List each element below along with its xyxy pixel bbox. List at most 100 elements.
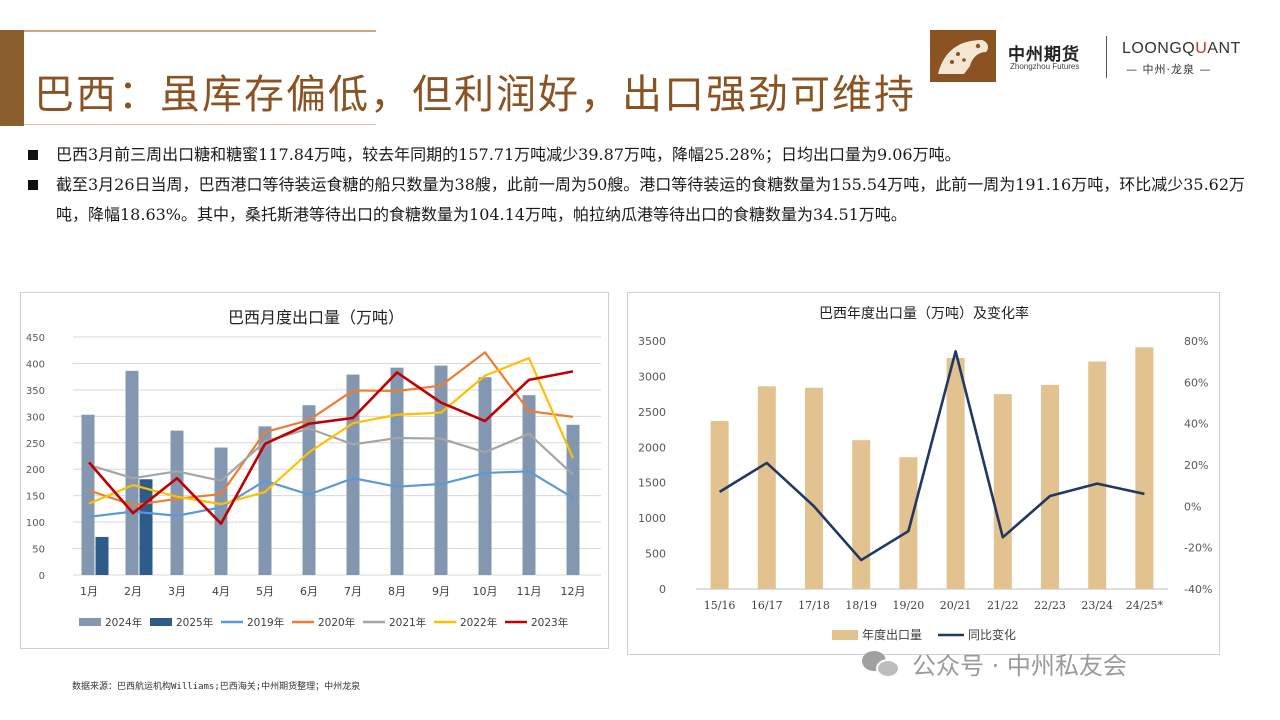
x-tick-label: 10月 (473, 585, 498, 598)
bar-annual-export (993, 394, 1012, 589)
x-tick-label: 6月 (300, 585, 318, 598)
y-tick-label: 0 (39, 571, 45, 582)
annual-export-chart-svg: 巴西年度出口量（万吨）及变化率 0 500 1000 1500 2000 2500 3000 3… (638, 305, 1212, 642)
legend-label: 2023年 (531, 616, 568, 629)
bar-2024 (170, 430, 184, 575)
x-tick-label: 12月 (561, 585, 586, 598)
y2-tick-label: -40% (1184, 583, 1212, 596)
y-tick-label: 250 (26, 439, 45, 450)
line-yoy-change (718, 350, 1145, 562)
bar-annual-export (946, 358, 965, 589)
logo-en: Zhongzhou Futures (1010, 62, 1080, 71)
chart-title: 巴西月度出口量（万吨） (228, 308, 404, 327)
wechat-icon (862, 649, 902, 679)
y-tick-label: 0 (659, 583, 666, 596)
bar-2024 (214, 447, 228, 575)
x-tick-label: 18/19 (845, 599, 877, 612)
bar-2024 (566, 424, 580, 575)
bullet-item: 巴西3月前三周出口糖和糖蜜117.84万吨，较去年同期的157.71万吨减少39… (24, 140, 1264, 170)
bar-annual-export (1135, 347, 1154, 589)
x-tick-label: 2月 (124, 585, 142, 598)
y-tick-label: 350 (26, 386, 45, 397)
line-series-2019年 (88, 470, 574, 518)
lq-prefix: LOONGQ (1122, 40, 1196, 57)
bar-2025 (139, 479, 153, 575)
x-tick-label: 1月 (80, 585, 98, 598)
x-tick-label: 9月 (432, 585, 450, 598)
y-tick-label: 1000 (638, 512, 666, 525)
legend-label: 2019年 (247, 616, 284, 629)
bar-annual-export (1088, 361, 1107, 589)
bar-2025 (95, 536, 109, 575)
page-title: 巴西：虽库存偏低，但利润好，出口强劲可维持 (34, 72, 916, 118)
bullet-list: 巴西3月前三周出口糖和糖蜜117.84万吨，较去年同期的157.71万吨减少39… (24, 140, 1264, 230)
x-tick-label: 3月 (168, 585, 186, 598)
y2-tick-label: 40% (1184, 418, 1208, 431)
bullet-text: 巴西3月前三周出口糖和糖蜜117.84万吨，较去年同期的157.71万吨减少39… (56, 145, 961, 164)
legend-label: 2025年 (176, 616, 213, 629)
bullet-square-icon (28, 150, 38, 160)
bar-annual-export (757, 386, 776, 589)
y-tick-label: 400 (26, 359, 45, 370)
line-series-2021年 (88, 427, 574, 482)
x-tick-label: 11月 (517, 585, 542, 598)
bar-2024 (522, 395, 536, 575)
bullet-text: 截至3月26日当周，巴西港口等待装运食糖的船只数量为38艘，此前一周为50艘。港… (56, 175, 1246, 224)
logo-divider (1106, 36, 1107, 78)
x-tick-label: 4月 (212, 585, 230, 598)
x-tick-label: 7月 (344, 585, 362, 598)
bar-2024 (346, 374, 360, 575)
lq-suffix: ANT (1207, 40, 1241, 57)
x-tick-label: 8月 (388, 585, 406, 598)
y2-tick-label: 60% (1184, 376, 1208, 389)
bar-2024 (258, 426, 272, 575)
y2-tick-label: 80% (1184, 335, 1208, 348)
x-tick-label: 21/22 (987, 599, 1019, 612)
line-series-2023年 (88, 370, 574, 525)
legend-label: 2020年 (318, 616, 355, 629)
bar-annual-export (710, 421, 729, 589)
x-tick-label: 16/17 (751, 599, 783, 612)
y-tick-label: 200 (26, 465, 45, 476)
y-tick-label: 300 (26, 412, 45, 423)
title-frame (24, 30, 376, 126)
bar-2024 (390, 367, 404, 575)
data-source-note: 数据来源：巴西航运机构Williams;巴西海关;中州期货整理；中州龙泉 (72, 682, 361, 692)
legend-label: 2022年 (460, 616, 497, 629)
x-tick-label: 5月 (256, 585, 274, 598)
y2-tick-label: 20% (1184, 459, 1208, 472)
bar-annual-export (852, 440, 871, 589)
x-tick-label: 19/20 (893, 599, 925, 612)
bar-2024 (81, 414, 95, 575)
bar-annual-export (805, 387, 823, 589)
y-tick-label: 3500 (638, 335, 666, 348)
x-tick-label: 24/25* (1126, 599, 1164, 612)
loongquant-cn: — 中州·龙泉 — (1126, 63, 1212, 76)
y-tick-label: 2000 (638, 441, 666, 454)
legend-swatch (150, 618, 172, 626)
line-series-2020年 (88, 351, 574, 507)
x-tick-label: 15/16 (704, 599, 736, 612)
y-tick-label: 3000 (638, 370, 666, 383)
x-tick-label: 17/18 (798, 599, 830, 612)
lq-highlight: U (1195, 40, 1208, 57)
y-tick-label: 1500 (638, 477, 666, 490)
x-tick-label: 23/24 (1081, 599, 1113, 612)
y-tick-label: 50 (32, 545, 45, 556)
legend-label: 2021年 (389, 616, 426, 629)
line-series-2022年 (88, 357, 575, 506)
bar-2024 (478, 377, 492, 575)
y-tick-label: 150 (26, 492, 45, 503)
zhongzhou-leopard-logo-icon (930, 30, 996, 82)
chart-title: 巴西年度出口量（万吨）及变化率 (819, 305, 1029, 322)
legend-label: 2024年 (105, 616, 142, 629)
watermark-text: 公众号 · 中州私友会 (912, 652, 1127, 680)
y2-tick-label: 0% (1184, 500, 1201, 513)
monthly-export-chart: 巴西月度出口量（万吨） 0 50 100 150 200 250 300 350 400 450 1月… (20, 292, 609, 649)
y-tick-label: 450 (26, 333, 45, 344)
title-underline (24, 124, 376, 125)
legend-swatch (79, 618, 101, 626)
monthly-export-chart-svg: 巴西月度出口量（万吨） 0 50 100 150 200 250 300 350 400 450 1月… (26, 308, 601, 629)
y-tick-label: 500 (645, 548, 666, 561)
bar-2024 (434, 365, 448, 575)
